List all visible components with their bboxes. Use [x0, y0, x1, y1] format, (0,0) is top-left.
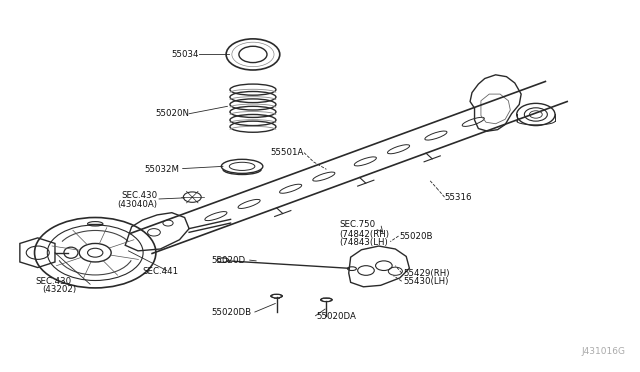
Text: (43202): (43202): [42, 285, 76, 294]
Text: 55020DB: 55020DB: [211, 308, 252, 317]
Text: 55034: 55034: [171, 50, 198, 59]
Text: 55020N: 55020N: [155, 109, 189, 118]
Text: SEC.430: SEC.430: [36, 277, 72, 286]
Text: SEC.430: SEC.430: [121, 191, 157, 200]
Text: 55430(LH): 55430(LH): [403, 277, 449, 286]
Text: (74843(LH): (74843(LH): [339, 238, 388, 247]
Text: 55020D: 55020D: [211, 256, 246, 264]
Text: 55020B: 55020B: [400, 231, 433, 241]
Text: (74842(RH): (74842(RH): [339, 230, 389, 239]
Text: 55020DA: 55020DA: [317, 312, 356, 321]
Text: 55501A: 55501A: [271, 148, 304, 157]
Text: (43040A): (43040A): [117, 200, 157, 209]
Text: J431016G: J431016G: [581, 347, 625, 356]
Text: 55429(RH): 55429(RH): [403, 269, 449, 278]
Text: SEC.441: SEC.441: [143, 267, 179, 276]
Text: 55316: 55316: [445, 193, 472, 202]
Text: 55032M: 55032M: [145, 165, 179, 174]
Text: SEC.750: SEC.750: [339, 221, 375, 230]
